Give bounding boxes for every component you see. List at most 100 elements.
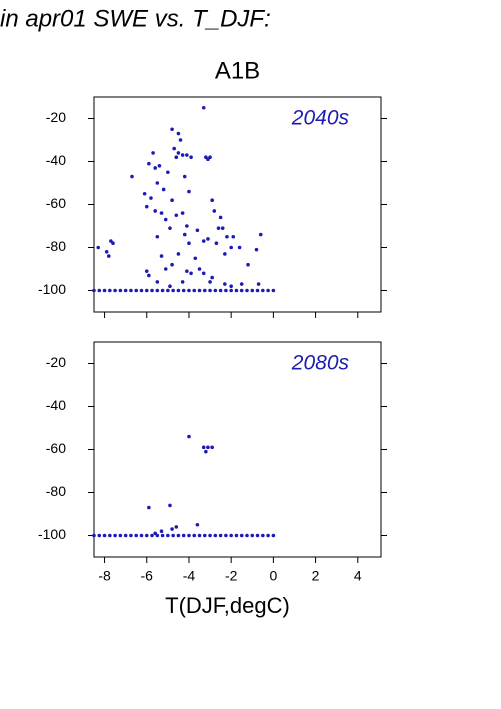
point: [174, 213, 179, 218]
point: [166, 288, 170, 293]
point: [208, 280, 212, 284]
point: [266, 288, 270, 293]
point: [234, 288, 239, 293]
point: [193, 256, 198, 261]
point: [151, 151, 155, 155]
point: [201, 445, 206, 450]
point: [258, 232, 263, 237]
point: [161, 187, 166, 192]
point: [261, 533, 265, 538]
point: [134, 288, 139, 293]
point: [210, 275, 214, 280]
point: [197, 288, 202, 293]
point: [160, 533, 165, 538]
point: [224, 533, 228, 538]
point: [206, 445, 210, 450]
point: [157, 164, 162, 168]
point: [185, 153, 189, 157]
point: [223, 252, 227, 256]
point: [123, 288, 128, 293]
point: [220, 226, 225, 230]
point: [176, 252, 181, 256]
point: [176, 151, 181, 155]
x-tick-label: -2: [225, 568, 238, 584]
point: [239, 282, 244, 286]
point: [187, 288, 191, 293]
point: [229, 284, 233, 289]
point: [187, 189, 191, 194]
x-tick-label: -8: [98, 568, 111, 584]
point: [147, 273, 151, 278]
point: [166, 170, 170, 175]
point: [210, 445, 214, 450]
point: [254, 247, 259, 252]
point: [108, 533, 112, 538]
point: [202, 288, 207, 293]
point: [192, 533, 197, 538]
point: [195, 228, 200, 233]
x-axis-label: T(DJF,degC): [165, 593, 290, 618]
point: [182, 232, 187, 237]
point: [181, 288, 186, 293]
point: [224, 288, 228, 293]
point: [139, 288, 144, 293]
point: [129, 288, 133, 293]
point: [208, 288, 212, 293]
point: [163, 217, 168, 222]
y-tick-label: -40: [46, 152, 66, 168]
point: [118, 288, 123, 293]
point: [168, 284, 172, 289]
point: [176, 288, 181, 293]
point: [111, 241, 115, 245]
point: [155, 280, 160, 284]
point: [187, 241, 191, 245]
point: [201, 271, 206, 276]
point: [261, 288, 265, 293]
point: [239, 533, 244, 538]
point: [150, 288, 154, 293]
y-tick-label: -100: [38, 281, 66, 297]
point: [171, 288, 175, 293]
point: [92, 533, 96, 538]
point: [155, 288, 160, 293]
point: [206, 157, 210, 162]
point: [139, 533, 144, 538]
point: [144, 269, 149, 273]
point: [123, 533, 128, 538]
point: [171, 533, 175, 538]
panel-annotation: 2080s: [291, 352, 350, 375]
point: [189, 155, 193, 159]
point: [104, 250, 109, 254]
point: [266, 533, 270, 538]
y-tick-label: -60: [46, 195, 66, 211]
point: [231, 234, 236, 239]
point: [197, 267, 202, 271]
point: [153, 166, 157, 170]
point: [159, 254, 164, 258]
point: [130, 174, 134, 179]
point: [144, 204, 149, 209]
point: [180, 211, 185, 215]
point: [185, 224, 189, 228]
point: [255, 288, 260, 293]
point: [174, 155, 179, 159]
x-tick-label: -6: [141, 568, 154, 584]
point: [168, 503, 172, 508]
panel-title: A1B: [215, 57, 260, 84]
point: [256, 282, 261, 286]
point: [147, 161, 151, 166]
point: [144, 288, 149, 293]
point: [237, 245, 242, 250]
point: [245, 288, 249, 293]
point: [129, 533, 133, 538]
point: [216, 226, 221, 230]
point: [160, 288, 165, 293]
point: [92, 288, 96, 293]
point: [102, 533, 107, 538]
point: [218, 215, 223, 220]
point: [239, 288, 244, 293]
point: [178, 138, 183, 142]
point: [234, 533, 239, 538]
point: [168, 226, 172, 230]
